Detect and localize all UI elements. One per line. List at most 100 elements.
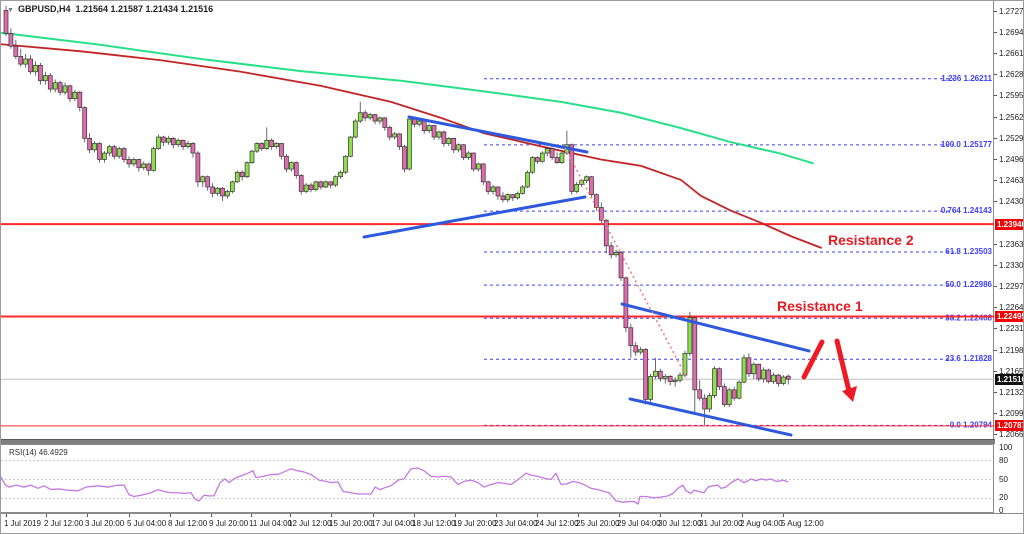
candle-body	[643, 349, 648, 400]
candle-body	[215, 187, 220, 194]
candle-body	[677, 374, 683, 381]
candle-body	[106, 146, 112, 154]
candle-body	[200, 176, 206, 183]
date-tick-mark	[660, 514, 661, 517]
rsi-canvas	[1, 460, 992, 505]
trendline-3[interactable]	[628, 397, 793, 437]
trendline-1[interactable]	[362, 195, 587, 239]
date-tick-mark	[46, 514, 47, 517]
candle-body	[638, 349, 644, 353]
candle-body	[697, 389, 703, 399]
candle-body	[195, 152, 201, 183]
price-tick-mark	[994, 412, 997, 414]
candle-body	[269, 139, 275, 148]
candle-body	[220, 187, 225, 197]
price-tick-label: 1.26280	[999, 70, 1024, 80]
candle-body	[490, 186, 496, 192]
red-arrow-stroke-0[interactable]	[801, 339, 825, 380]
candle-body	[392, 133, 398, 138]
trendline-2[interactable]	[620, 302, 811, 353]
price-tick-label: 1.25620	[999, 112, 1024, 122]
candle-body	[175, 139, 181, 146]
date-tick-label: 9 Jul 20:00	[209, 519, 249, 528]
candle-body	[741, 357, 747, 383]
price-tick-label: 1.22310	[999, 324, 1024, 334]
candle-body	[623, 277, 629, 329]
candle-body	[412, 118, 417, 125]
symbol-dropdown-icon[interactable]: ▼	[7, 7, 14, 14]
price-tick-mark	[994, 201, 997, 203]
candle-body	[180, 139, 186, 148]
moving-average-green	[1, 31, 814, 165]
resistance-2-label[interactable]: Resistance 2	[828, 232, 914, 248]
candle-body	[303, 184, 309, 192]
candle-body	[8, 33, 14, 47]
candle-body	[662, 376, 668, 379]
candle-body	[402, 146, 407, 170]
candle-body	[234, 171, 240, 183]
moving-average-red	[1, 43, 822, 249]
price-tick-label: 1.26610	[999, 49, 1024, 59]
price-tick-mark	[994, 95, 997, 97]
fib-level-label-0: 1.236 1.26211	[941, 74, 992, 83]
fib-level-label-2: 0.764 1.24143	[941, 206, 993, 215]
candle-body	[343, 155, 348, 173]
candle-body	[598, 207, 604, 221]
price-axis[interactable]: 1.27270 1.26940 1.26610 1.26280 1.25950 1.256…	[994, 1, 1024, 439]
dotted-breakdown-line[interactable]	[564, 147, 688, 379]
candle-body	[293, 162, 299, 176]
candle-body	[712, 368, 717, 396]
date-tick-mark	[87, 514, 88, 517]
candle-body	[574, 184, 580, 192]
resistance-1-label[interactable]: Resistance 1	[777, 298, 863, 314]
price-tick-mark	[994, 116, 997, 118]
candle-body	[721, 386, 727, 405]
candle-body	[539, 152, 545, 162]
price-badge: 1.23940	[995, 218, 1024, 230]
price-tick-label: 1.20660	[999, 429, 1024, 439]
date-tick-mark	[331, 514, 332, 517]
trendline-0[interactable]	[407, 115, 589, 154]
date-tick-mark	[211, 514, 212, 517]
date-tick-mark	[170, 514, 171, 517]
candle-body	[475, 163, 481, 170]
candle-body	[377, 117, 383, 122]
price-chart-canvas[interactable]: 1.236 1.26211 100.0 1.25177 0.764 1.24143 6…	[1, 1, 994, 439]
candle-body	[284, 155, 289, 170]
candle-body	[613, 251, 619, 256]
date-tick-mark	[251, 514, 252, 517]
candle-body	[72, 91, 78, 100]
ohlc-quote-label: 1.21564 1.21587 1.21434 1.21516	[75, 4, 214, 14]
fib-level-label-5: 38.2 1.22468	[945, 313, 992, 322]
candle-body	[87, 137, 92, 151]
panel-separator[interactable]	[1, 439, 995, 444]
date-tick-label: 17 Jul 04:00	[371, 519, 415, 528]
red-arrow-stroke-1[interactable]	[834, 338, 852, 394]
candle-body	[249, 150, 255, 164]
candle-body	[397, 133, 402, 148]
price-tick-mark	[994, 433, 997, 435]
price-tick-mark	[994, 243, 997, 245]
candle-body	[579, 180, 584, 185]
date-tick-label: 5 Aug 12:00	[781, 519, 824, 528]
main-chart-panel: 1.236 1.26211 100.0 1.25177 0.764 1.24143 6…	[1, 1, 994, 439]
candle-body	[431, 125, 437, 138]
date-tick-label: 11 Jul 04:00	[249, 519, 292, 528]
candle-body	[156, 136, 161, 149]
candle-body	[776, 374, 781, 384]
candle-body	[259, 143, 265, 149]
candle-body	[569, 144, 575, 192]
candle-body	[254, 143, 260, 152]
date-tick-mark	[742, 514, 743, 517]
date-axis[interactable]: 1 Jul 2019 2 Jul 12:00 3 Jul 20:00 5 Jul 04…	[1, 513, 1023, 533]
candle-body	[77, 91, 83, 108]
candle-body	[82, 107, 88, 139]
candle-body	[446, 137, 452, 144]
price-tick-mark	[994, 53, 997, 55]
date-tick-mark	[129, 514, 130, 517]
date-tick-label: 8 Jul 12:00	[168, 519, 208, 528]
date-tick-mark	[414, 514, 415, 517]
rsi-indicator-panel: RSI(14) 46.4929	[1, 444, 994, 513]
candle-body	[594, 194, 599, 208]
candle-body	[43, 75, 48, 82]
